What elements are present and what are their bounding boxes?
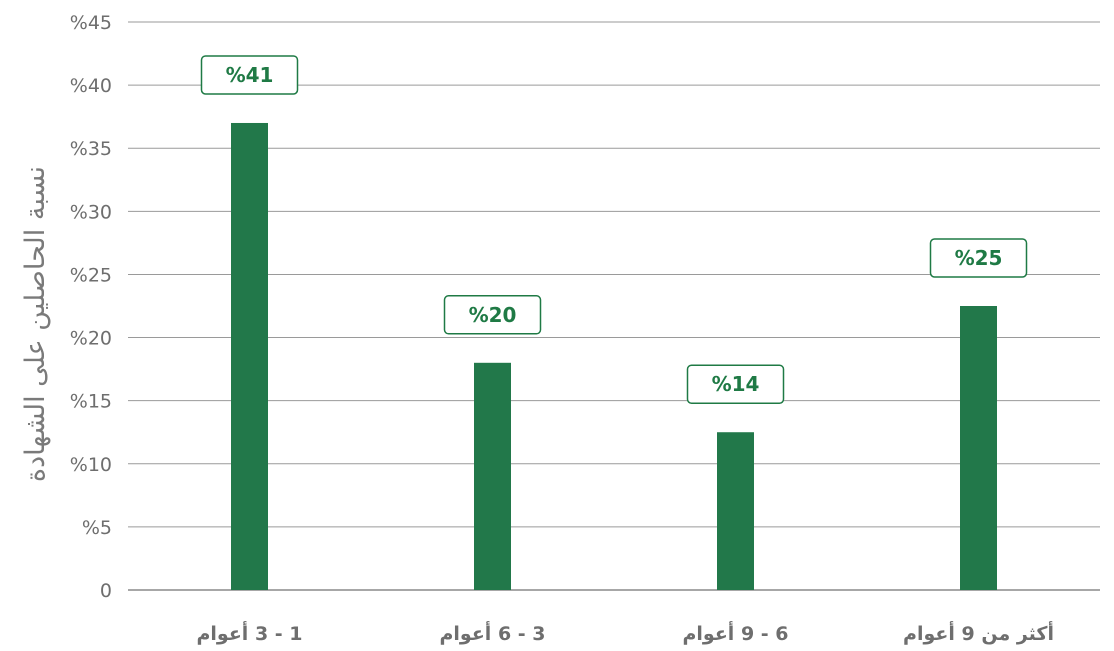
- y-tick-label: %5: [82, 517, 112, 539]
- x-tick-label: أكثر من 9 أعوام: [903, 621, 1054, 645]
- bar: [231, 122, 268, 590]
- data-label: %20: [443, 295, 542, 335]
- y-tick-labels: 0 %5 %10 %15 %20 %25 %30 %35 %40 %45: [70, 12, 112, 602]
- data-labels: %41 %20 %14 %25: [200, 55, 1028, 404]
- data-label: %25: [929, 238, 1028, 278]
- y-tick-label: %40: [70, 75, 112, 97]
- y-tick-label: %25: [70, 264, 112, 286]
- data-label-box: [686, 364, 785, 404]
- data-label-box: [200, 55, 299, 95]
- data-label-text: %14: [712, 372, 760, 396]
- data-label-text: %25: [955, 246, 1003, 270]
- bar: [960, 306, 997, 590]
- y-tick-label: %20: [70, 328, 112, 350]
- bar: [474, 362, 511, 590]
- gridlines: [128, 21, 1100, 591]
- x-tick-label: 1 - 3 أعوام: [196, 621, 302, 645]
- data-label: %41: [200, 55, 299, 95]
- y-tick-label: 0: [100, 580, 112, 602]
- y-tick-label: %10: [70, 454, 112, 476]
- y-tick-label: %45: [70, 12, 112, 34]
- data-label-box: [443, 295, 542, 335]
- x-tick-label: 6 - 9 أعوام: [682, 621, 788, 645]
- x-tick-labels: 1 - 3 أعوام 3 - 6 أعوام 6 - 9 أعوام أكثر من…: [196, 621, 1054, 645]
- y-tick-label: %15: [70, 391, 112, 413]
- data-label-text: %41: [226, 63, 274, 87]
- x-tick-label: 3 - 6 أعوام: [439, 621, 545, 645]
- data-label: %14: [686, 364, 785, 404]
- y-tick-label: %35: [70, 138, 112, 160]
- data-label-text: %20: [469, 303, 517, 327]
- bars: [231, 122, 997, 590]
- y-axis-label: نسبة الحاصلين على الشهادة: [20, 166, 51, 482]
- y-tick-label: %30: [70, 201, 112, 223]
- bar: [717, 432, 754, 590]
- data-label-box: [929, 238, 1028, 278]
